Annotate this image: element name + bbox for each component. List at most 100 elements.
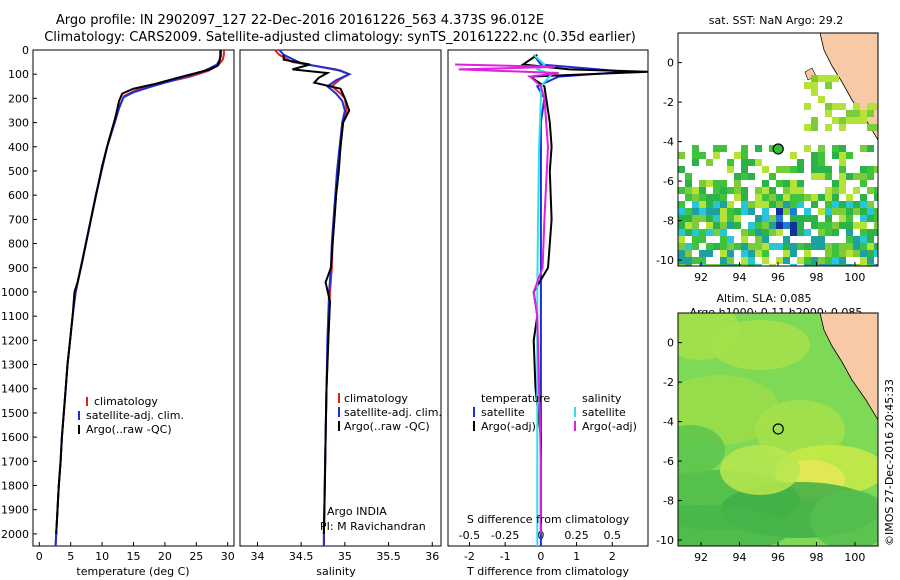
sst-cell xyxy=(727,187,734,194)
sst-cell xyxy=(699,180,706,187)
sst-cell xyxy=(706,194,713,201)
x-tick-label: 30 xyxy=(221,550,235,563)
sst-cell xyxy=(818,166,825,173)
sst-cell xyxy=(748,173,755,180)
sst-cell xyxy=(832,145,839,152)
title-line-2: Climatology: CARS2009. Satellite-adjuste… xyxy=(44,30,636,45)
sst-cell xyxy=(839,250,846,257)
sst-cell xyxy=(706,159,713,166)
sst-cell xyxy=(720,229,727,236)
sst-cell xyxy=(874,229,878,236)
sst-cell xyxy=(741,194,748,201)
sst-cell xyxy=(741,173,748,180)
sst-cell xyxy=(755,229,762,236)
sst-cell xyxy=(832,201,839,208)
sst-cell xyxy=(797,229,804,236)
sst-cell xyxy=(860,180,867,187)
depth-tick-label: 200 xyxy=(8,92,29,105)
sst-cell xyxy=(790,229,797,236)
lat-tick-label: -2 xyxy=(663,376,674,389)
salinity-x-axis: 34 34.5 35 35.5 36 xyxy=(250,542,439,563)
sst-cell xyxy=(804,124,811,131)
salinity-axis-label: salinity xyxy=(316,565,356,578)
sst-cell xyxy=(811,243,818,250)
sst-cell xyxy=(741,145,748,152)
sst-cell xyxy=(685,229,692,236)
sst-cell xyxy=(832,194,839,201)
sst-cell xyxy=(741,236,748,243)
sst-cell xyxy=(720,236,727,243)
sst-cell xyxy=(825,257,832,264)
x-tick-label: 35 xyxy=(338,550,352,563)
sst-cell xyxy=(762,208,769,215)
legend-label-argo: Argo(..raw -QC) xyxy=(344,420,430,433)
sst-cell xyxy=(720,264,727,266)
sst-cell xyxy=(692,159,699,166)
salinity-series xyxy=(274,49,352,546)
sst-cell xyxy=(825,208,832,215)
x-tick-label-top: 0.5 xyxy=(604,529,622,542)
sst-cell xyxy=(811,117,818,124)
sst-cell xyxy=(783,222,790,229)
sst-cell xyxy=(867,187,874,194)
sst-cell xyxy=(755,264,762,266)
sla-patch xyxy=(720,445,800,495)
temperature-axes-frame xyxy=(32,49,235,547)
sst-cell xyxy=(846,110,853,117)
depth-tick-label: 700 xyxy=(8,213,29,226)
depth-tick-label: 1700 xyxy=(1,455,29,468)
sst-cell xyxy=(853,173,860,180)
sla-map-title-1: Altim. SLA: 0.085 xyxy=(716,292,811,305)
sst-cell xyxy=(867,208,874,215)
sst-cell xyxy=(790,152,797,159)
sst-cell xyxy=(692,152,699,159)
sst-cell xyxy=(699,229,706,236)
sst-cell xyxy=(818,257,825,264)
sst-cell xyxy=(762,166,769,173)
sst-cell xyxy=(860,194,867,201)
sst-cell xyxy=(790,180,797,187)
sst-cell xyxy=(811,264,818,266)
sst-cell xyxy=(860,243,867,250)
sst-cell xyxy=(776,215,783,222)
sst-cell xyxy=(685,194,692,201)
legend-label-t-satellite: satellite xyxy=(481,406,525,419)
sst-cell xyxy=(867,145,874,152)
sst-cell xyxy=(811,222,818,229)
depth-tick-label: 1100 xyxy=(1,310,29,323)
sst-cell xyxy=(832,250,839,257)
s-difference-axis-label: S difference from climatology xyxy=(467,513,630,526)
x-tick-label: -2 xyxy=(464,550,475,563)
sst-cell xyxy=(825,103,832,110)
sst-cell xyxy=(748,250,755,257)
sst-cell xyxy=(874,103,878,110)
sst-cell xyxy=(720,145,727,152)
sst-cell xyxy=(713,201,720,208)
sst-cell xyxy=(734,264,741,266)
sst-cell xyxy=(804,82,811,89)
sst-cell xyxy=(804,257,811,264)
sst-cell xyxy=(832,180,839,187)
sst-cell xyxy=(692,236,699,243)
sst-map: sat. SST: NaN Argo: 29.2 92 94 96 98 100 0 -2 -… xyxy=(656,14,879,284)
sst-cell xyxy=(825,222,832,229)
sst-cell xyxy=(853,117,860,124)
sst-cell xyxy=(783,166,790,173)
sla-patch xyxy=(810,490,878,546)
sla-map-content xyxy=(678,313,878,546)
sst-cell xyxy=(734,208,741,215)
legend-heading-temperature: temperature xyxy=(481,392,550,405)
depth-tick-label: 0 xyxy=(22,44,29,57)
sst-cell xyxy=(741,257,748,264)
sst-cell xyxy=(755,194,762,201)
depth-tick-label: 1500 xyxy=(1,407,29,420)
sst-cell xyxy=(769,229,776,236)
sst-cell xyxy=(748,159,755,166)
sst-cell xyxy=(741,152,748,159)
sst-cell xyxy=(846,194,853,201)
sst-cell xyxy=(832,229,839,236)
sst-cell xyxy=(713,222,720,229)
sst-cell xyxy=(867,201,874,208)
sst-cell xyxy=(874,124,878,131)
sst-cell xyxy=(769,222,776,229)
